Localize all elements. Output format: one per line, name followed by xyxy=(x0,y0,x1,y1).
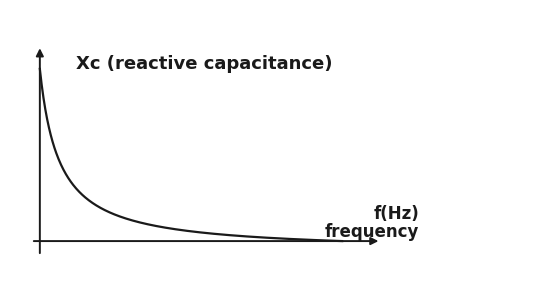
Text: frequency: frequency xyxy=(325,223,419,241)
Text: Xc (reactive capacitance): Xc (reactive capacitance) xyxy=(76,55,332,73)
Text: f(Hz): f(Hz) xyxy=(374,205,419,223)
